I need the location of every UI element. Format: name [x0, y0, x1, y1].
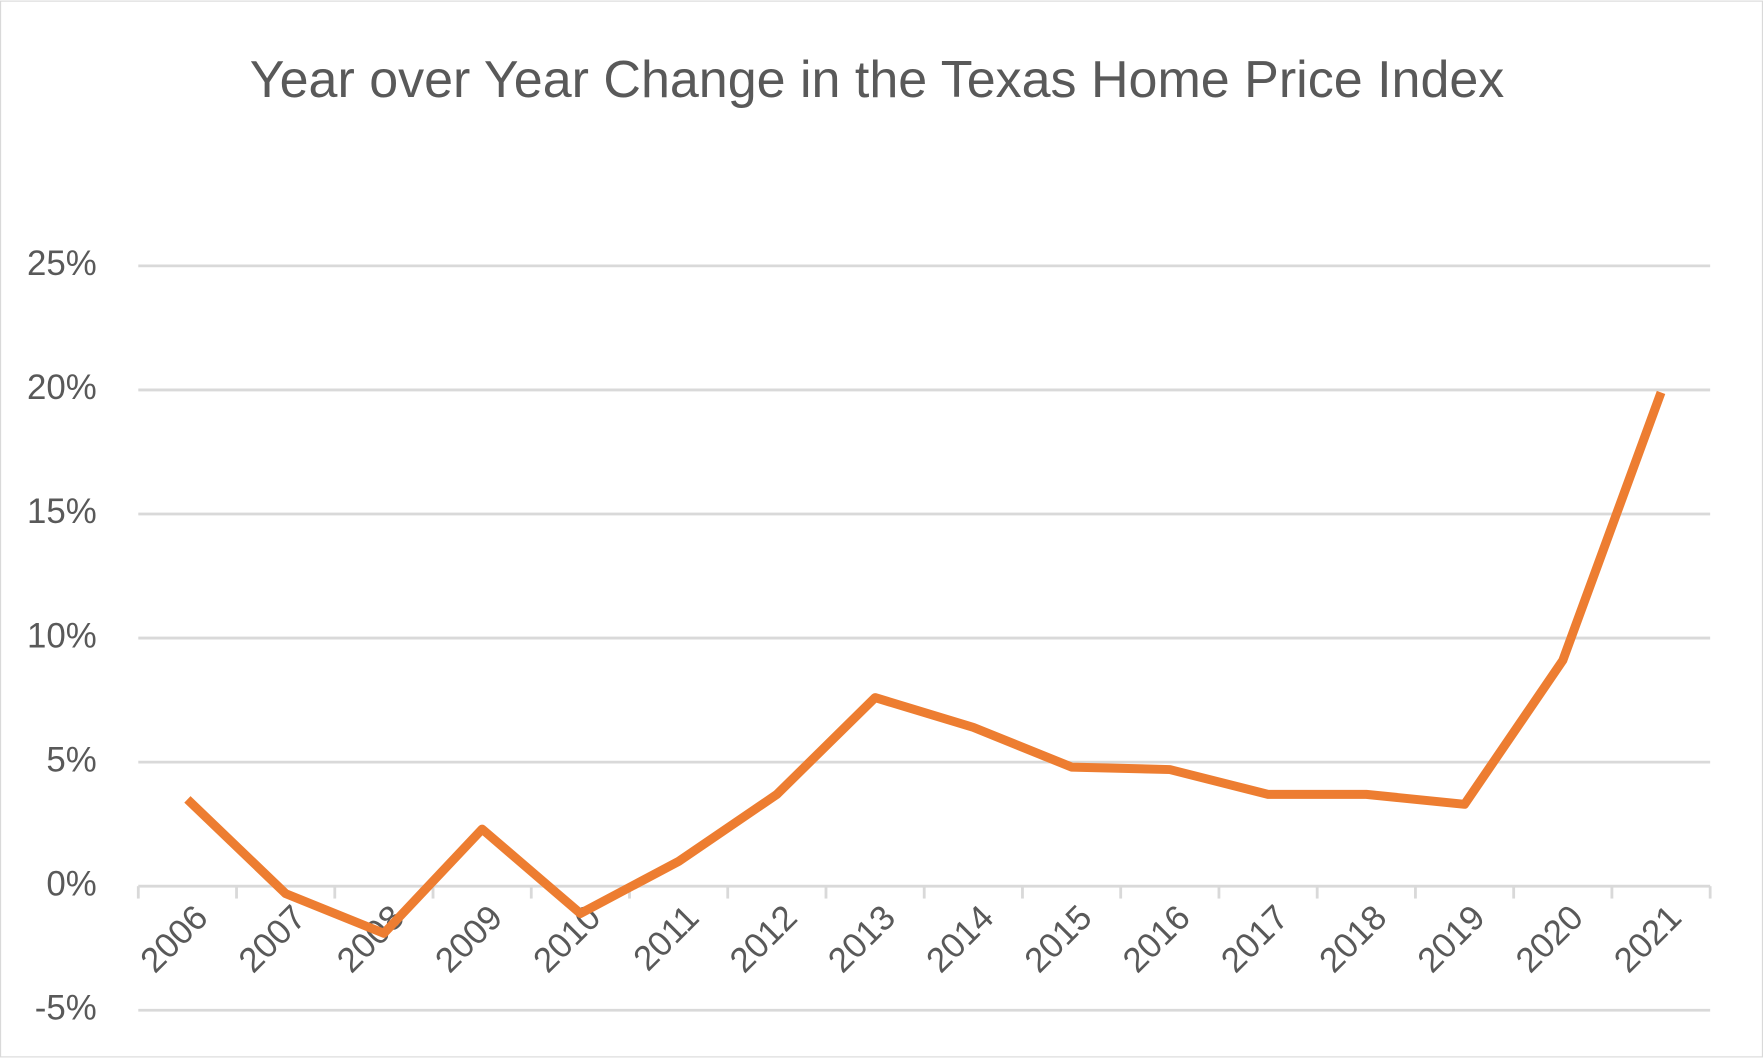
x-tick-label: 2007 [231, 898, 313, 980]
x-tick-label: 2011 [626, 898, 707, 979]
x-tick-label: 2009 [428, 898, 510, 980]
y-tick-label: 15% [27, 492, 97, 531]
x-tick-label: 2013 [821, 898, 903, 980]
x-tick-label: 2012 [722, 898, 804, 980]
x-tick-label: 2016 [1115, 898, 1197, 980]
x-tick-label: 2017 [1214, 898, 1296, 980]
x-tick-label: 2018 [1312, 898, 1394, 980]
y-tick-label: 0% [46, 864, 96, 903]
x-tick-label: 2015 [1017, 898, 1099, 980]
x-tick-label: 2020 [1508, 898, 1590, 980]
data-line [184, 390, 1666, 938]
y-tick-label: 25% [27, 244, 97, 283]
y-tick-label: 10% [27, 616, 97, 655]
y-tick-label: -5% [35, 988, 97, 1027]
x-tick-label: 2008 [329, 898, 411, 980]
x-tick-label: 2006 [133, 898, 215, 980]
y-tick-label: 20% [27, 368, 97, 407]
chart-title: Year over Year Change in the Texas Home … [249, 51, 1505, 109]
x-tick-label: 2019 [1410, 898, 1492, 980]
y-tick-label: 5% [46, 740, 96, 779]
x-tick-label: 2014 [919, 898, 1001, 980]
x-tick-label: 2021 [1607, 898, 1689, 980]
